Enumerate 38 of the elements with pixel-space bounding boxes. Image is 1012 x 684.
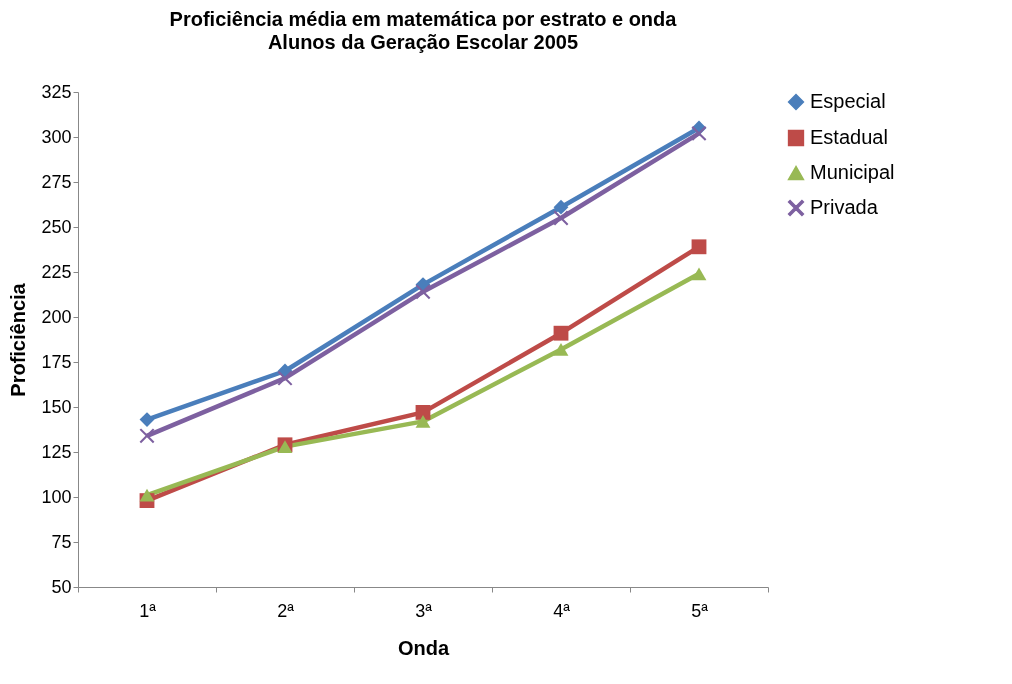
point: [691, 125, 707, 141]
point: [553, 210, 569, 226]
y-tick-label: 250: [41, 216, 72, 237]
y-tick-label: 225: [41, 261, 72, 282]
chart-subtitle: Alunos da Geração Escolar 2005: [267, 31, 579, 53]
point: [553, 325, 569, 341]
point: [553, 342, 569, 356]
x-tick-label: 2ª: [277, 600, 295, 621]
x-tick-label: 4ª: [553, 600, 571, 621]
point: [691, 267, 707, 281]
y-tick-label: 100: [41, 486, 72, 507]
chart-title: Proficiência média em matemática por estrato e onda: [169, 8, 678, 30]
point: [139, 428, 155, 444]
point: [139, 412, 155, 428]
y-tick-label: 325: [41, 81, 72, 102]
y-tick-label: 300: [41, 126, 72, 147]
y-tick-label: 150: [41, 396, 72, 417]
y-tick-label: 200: [41, 306, 72, 327]
legend-label: Estadual: [810, 126, 888, 148]
legend-label: Privada: [810, 196, 879, 218]
point: [553, 199, 569, 215]
x-tick-label: 3ª: [415, 600, 433, 621]
point: [691, 239, 707, 255]
point: [415, 284, 431, 300]
y-tick-label: 125: [41, 441, 72, 462]
x-tick-label: 5ª: [691, 600, 709, 621]
point: [415, 414, 431, 428]
legend-label: Municipal: [810, 161, 895, 183]
x-tick-label: 1ª: [139, 600, 157, 621]
point: [139, 488, 155, 502]
y-tick-label: 75: [51, 531, 72, 552]
y-axis-title: Proficiência: [7, 282, 30, 397]
y-tick-label: 50: [51, 576, 72, 597]
x-axis-title: Onda: [397, 636, 450, 659]
y-tick-label: 175: [41, 351, 72, 372]
y-tick-label: 275: [41, 171, 72, 192]
legend-label: Especial: [810, 90, 886, 112]
point: [277, 370, 293, 386]
